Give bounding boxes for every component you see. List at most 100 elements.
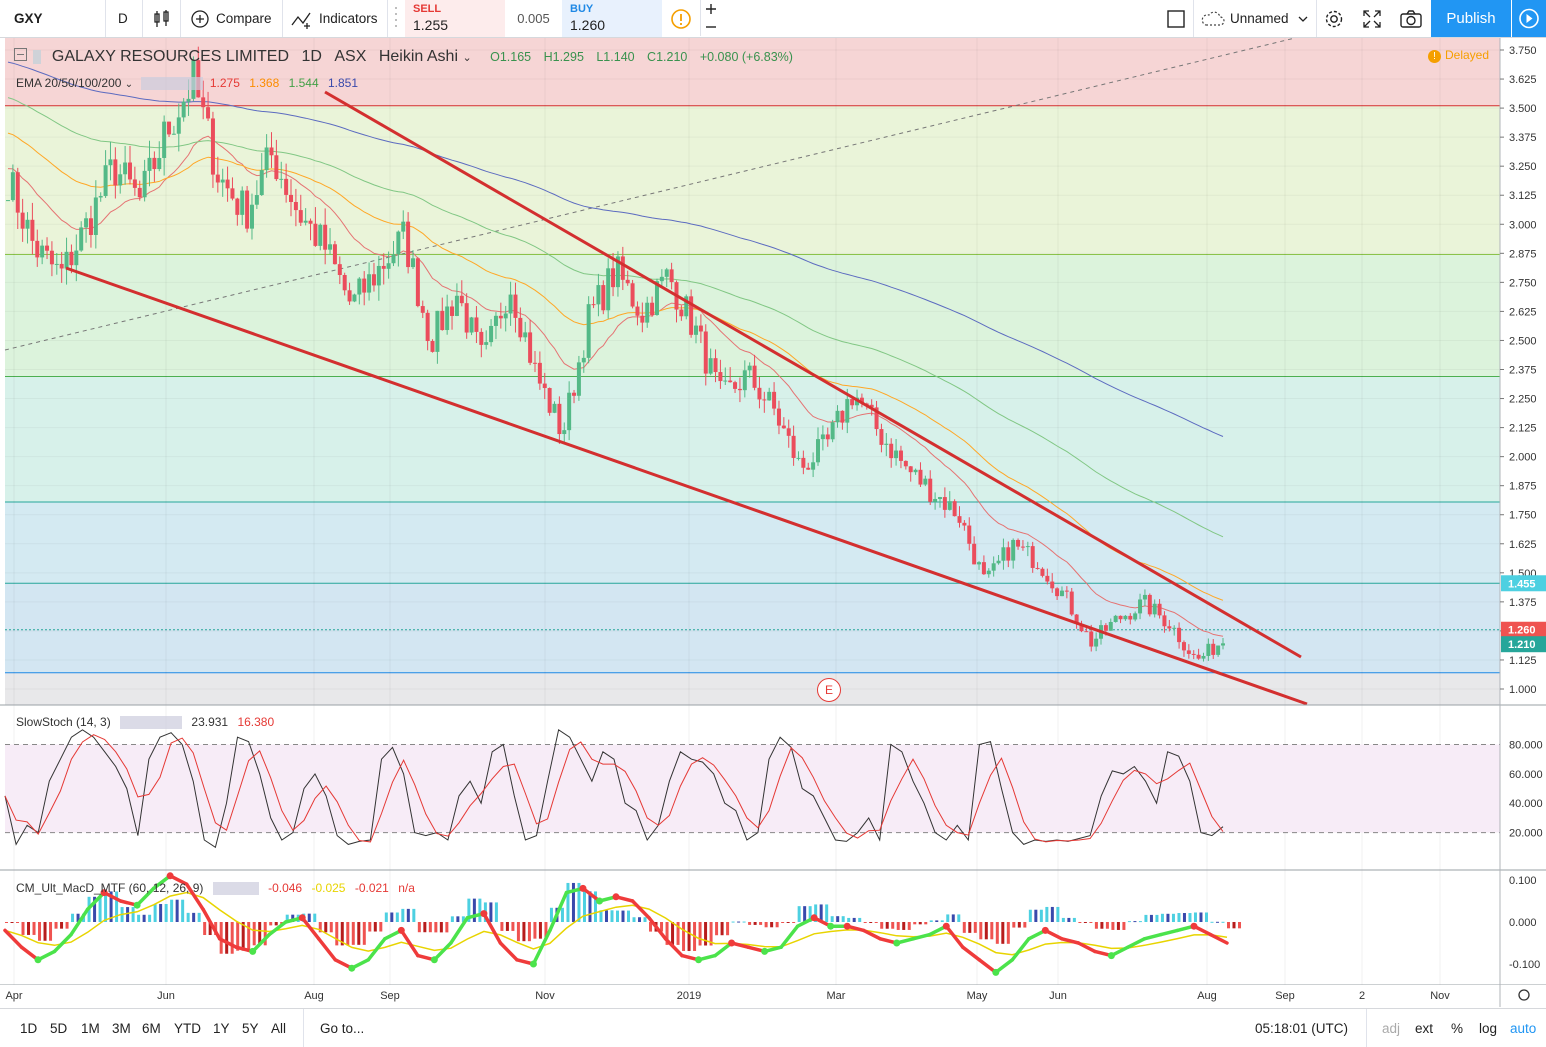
- candle-body: [74, 250, 79, 266]
- macd-cross-dot: [397, 926, 405, 934]
- collapse-icon[interactable]: [14, 48, 27, 62]
- range-5d[interactable]: 5D: [50, 1020, 68, 1036]
- range-ytd[interactable]: YTD: [174, 1020, 201, 1036]
- candle-body: [806, 467, 811, 470]
- macd-hist-bar: [98, 896, 102, 922]
- candle-body: [747, 365, 752, 371]
- log-toggle[interactable]: log: [1479, 1020, 1498, 1036]
- ohlc-low: L1.140: [596, 50, 635, 64]
- macd-line-segment: [317, 937, 338, 962]
- ohlc-high: H1.295: [543, 50, 584, 64]
- ohlc-change: +0.080 (+6.83%): [699, 50, 793, 64]
- play-icon[interactable]: [1512, 0, 1546, 37]
- candle-body: [176, 117, 181, 134]
- ema-legend: EMA 20/50/100/200 ⌄ 1.275 1.368 1.544 1.…: [16, 76, 358, 91]
- ema50-value: 1.368: [249, 76, 280, 90]
- adj-toggle[interactable]: adj: [1382, 1020, 1401, 1036]
- auto-toggle[interactable]: auto: [1510, 1020, 1537, 1036]
- info-icon[interactable]: [670, 0, 692, 37]
- fullscreen-icon[interactable]: [1362, 0, 1382, 37]
- macd-hist-bar: [335, 922, 339, 946]
- macd-hist-bar: [428, 922, 432, 933]
- indicator-controls-icon[interactable]: [212, 882, 259, 896]
- ema-name[interactable]: EMA 20/50/100/200: [16, 76, 122, 90]
- gear-icon[interactable]: [1323, 0, 1345, 37]
- price-tick-label: 1.875: [1509, 481, 1537, 493]
- candle-body: [669, 269, 674, 283]
- range-all[interactable]: All: [271, 1020, 287, 1036]
- macd-hist-bar: [544, 922, 548, 939]
- price-tick-label: 2.750: [1509, 277, 1537, 289]
- range-3m[interactable]: 3M: [112, 1020, 131, 1036]
- layout-menu[interactable]: Unnamed: [1200, 0, 1309, 37]
- indicator-controls-icon[interactable]: [120, 716, 183, 730]
- fib-zone-0: [5, 38, 1500, 106]
- candle-body: [972, 543, 977, 565]
- range-6m[interactable]: 6M: [142, 1020, 161, 1036]
- candle-body: [718, 372, 723, 382]
- instrument-name: GALAXY RESOURCES LIMITED: [51, 48, 290, 65]
- macd-hist-bar: [841, 916, 845, 922]
- macd-hist-bar: [610, 910, 614, 922]
- goto-button[interactable]: Go to...: [320, 1020, 365, 1036]
- candle-body: [1084, 631, 1089, 633]
- minus-icon[interactable]: [700, 18, 721, 36]
- candle-body: [489, 325, 494, 343]
- time-tick-label: Nov: [535, 990, 555, 1002]
- candle-body: [147, 157, 152, 171]
- candle-body: [362, 278, 367, 293]
- interval-button[interactable]: D: [118, 11, 128, 26]
- macd-name[interactable]: CM_Ult_MacD_MTF (60, 12, 26, 9): [16, 881, 204, 895]
- candle-body: [786, 428, 791, 436]
- macd-hist-bar: [621, 910, 625, 922]
- symbol-search[interactable]: GXY: [14, 11, 43, 26]
- time-tick-label: Jun: [1049, 990, 1067, 1002]
- divider: [1366, 1009, 1367, 1047]
- range-5y[interactable]: 5Y: [242, 1020, 259, 1036]
- candle-body: [186, 98, 191, 102]
- chart-style-label[interactable]: Heikin Ashi: [378, 48, 458, 65]
- publish-button[interactable]: Publish: [1431, 0, 1511, 37]
- macd-line-segment: [663, 937, 684, 958]
- range-1d[interactable]: 1D: [20, 1020, 38, 1036]
- candle-body: [45, 245, 50, 251]
- fullscreen-box-icon[interactable]: [1166, 0, 1186, 37]
- indicator-controls-icon[interactable]: [140, 77, 203, 91]
- earnings-event-marker[interactable]: E: [817, 678, 841, 702]
- macd-hist-bar: [599, 910, 603, 922]
- chart-canvas[interactable]: 80.000 60.000 40.000 20.000 0.100 0.000 -0.10…: [0, 38, 1546, 1008]
- percent-toggle[interactable]: %: [1451, 1020, 1464, 1036]
- ema100-value: 1.544: [288, 76, 319, 90]
- range-1y[interactable]: 1Y: [213, 1020, 230, 1036]
- macd-hist-bar: [175, 899, 179, 922]
- price-badge-level: [1501, 575, 1546, 592]
- plus-icon[interactable]: [700, 0, 721, 18]
- candle-body: [986, 570, 991, 575]
- candle-body: [581, 357, 586, 363]
- ema20-value: 1.275: [209, 76, 240, 90]
- camera-icon[interactable]: [1399, 0, 1423, 37]
- macd-line-segment: [250, 932, 271, 954]
- clock-time[interactable]: 05:18:01 (UTC): [1255, 1020, 1349, 1036]
- delayed-badge[interactable]: ! Delayed: [1428, 48, 1489, 63]
- macd-hist-bar: [247, 922, 251, 951]
- stoch-tick-label: 80.000: [1509, 739, 1543, 751]
- macd-hist-bar: [709, 922, 713, 946]
- stoch-name[interactable]: SlowStoch (14, 3): [16, 715, 111, 729]
- macd-cross-dot: [1041, 926, 1049, 934]
- buy-button[interactable]: BUY 1.260: [562, 0, 662, 37]
- chart-style-icon[interactable]: [153, 0, 171, 37]
- candle-body: [947, 501, 952, 510]
- candle-body: [796, 457, 801, 459]
- macd-hist-bar: [1050, 906, 1054, 922]
- macd-hist-bar: [373, 922, 377, 932]
- sell-button[interactable]: SELL 1.255: [405, 0, 505, 37]
- range-1m[interactable]: 1M: [81, 1020, 100, 1036]
- candle-body: [303, 220, 308, 223]
- candle-body: [459, 295, 464, 304]
- compare-button[interactable]: Compare: [190, 0, 272, 37]
- indicators-button[interactable]: Indicators: [290, 0, 378, 37]
- ext-toggle[interactable]: ext: [1415, 1020, 1434, 1036]
- candle-body: [1147, 594, 1152, 615]
- macd-hist-bar: [880, 922, 884, 929]
